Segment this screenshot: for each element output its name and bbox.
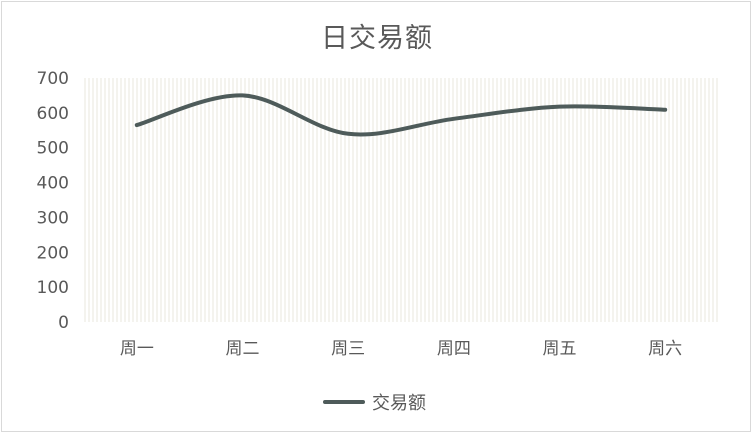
plot-area: [84, 78, 718, 322]
legend: 交易额: [0, 388, 754, 416]
chart-title: 日交易额: [321, 23, 433, 54]
y-tick-label: 400: [37, 174, 69, 194]
y-tick-label: 300: [37, 208, 69, 228]
y-tick-label: 700: [37, 69, 69, 89]
x-tick-label: 周五: [543, 339, 577, 359]
series-line-交易额: [134, 93, 668, 137]
y-tick-label: 100: [37, 278, 69, 298]
x-tick-label: 周一: [120, 339, 154, 359]
legend-label: 交易额: [372, 393, 426, 414]
x-tick-label: 周四: [437, 339, 471, 359]
legend-line-marker: [323, 400, 365, 404]
y-tick-label: 600: [37, 104, 69, 124]
y-tick-label: 500: [37, 139, 69, 159]
x-tick-label: 周三: [331, 339, 365, 359]
y-tick-label: 200: [37, 243, 69, 263]
y-tick-label: 0: [58, 313, 69, 333]
x-tick-label: 周六: [648, 339, 682, 359]
x-tick-label: 周二: [226, 339, 260, 359]
